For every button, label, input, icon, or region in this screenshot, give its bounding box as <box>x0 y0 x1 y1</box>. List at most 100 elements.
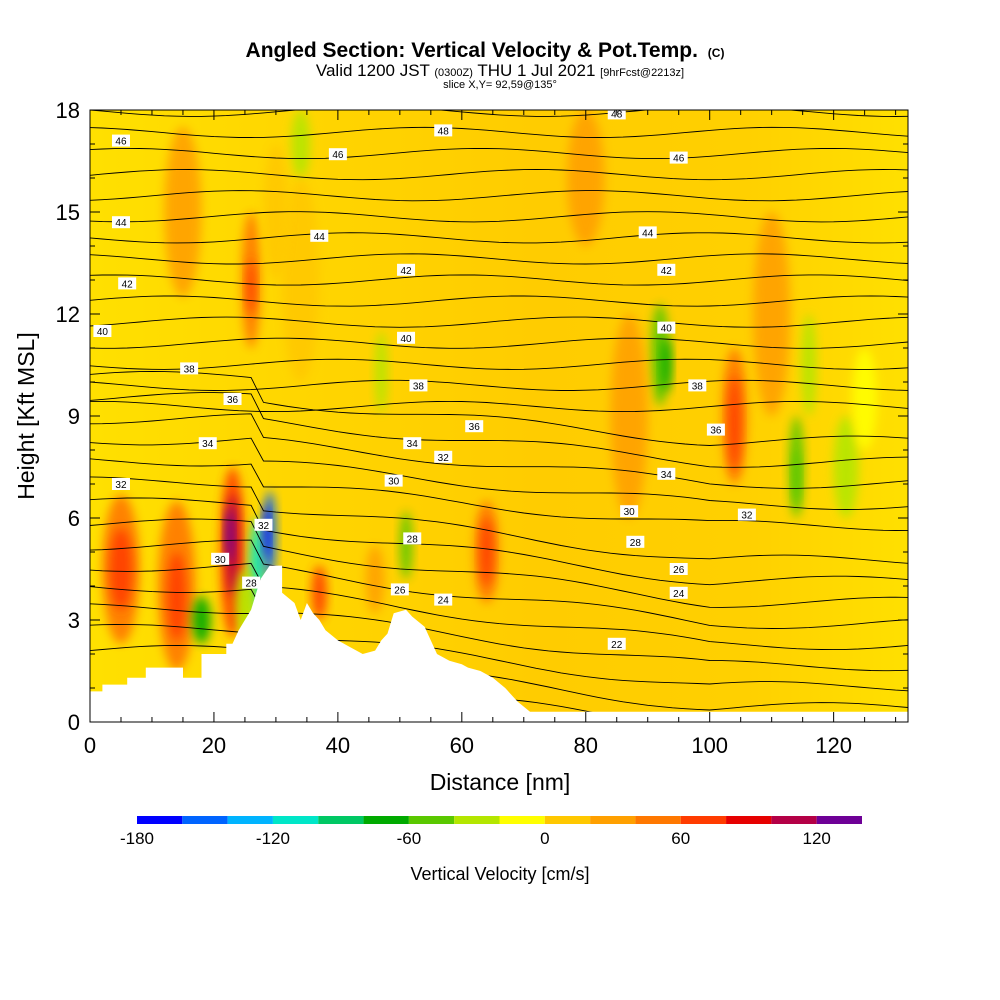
contour-label-bg <box>657 321 676 334</box>
colorbar-swatch <box>363 816 409 824</box>
terrain-mask <box>90 565 908 722</box>
theta-contour <box>90 392 908 468</box>
colorbar-swatch <box>771 816 817 824</box>
colorbar-swatch <box>182 816 228 824</box>
colorbar-swatch <box>408 816 455 824</box>
colorbar-swatch <box>680 816 727 824</box>
contour-label: 28 <box>626 535 645 549</box>
velocity-cell <box>728 375 741 471</box>
contour-label: 32 <box>254 518 273 532</box>
y-tick-label: 6 <box>68 506 80 531</box>
contour-label-bg <box>118 277 137 290</box>
velocity-cell <box>225 507 234 563</box>
colorbar-swatch <box>137 816 183 824</box>
contour-label-bg <box>390 583 409 596</box>
contour-label: 46 <box>111 134 130 148</box>
contour-label-text: 36 <box>710 426 722 437</box>
contour-label-bg <box>465 420 484 433</box>
theta-contour <box>90 110 908 117</box>
chart-subtitle: Valid 1200 JST (0300Z) THU 1 Jul 2021 [9… <box>316 61 684 80</box>
contour-label-text: 30 <box>624 507 636 518</box>
colorbar-swatch <box>272 816 319 824</box>
contour-label-text: 26 <box>673 565 685 576</box>
contour-label: 30 <box>211 552 230 566</box>
contour-label: 24 <box>434 593 453 607</box>
theta-contour <box>90 147 908 160</box>
contour-label-bg <box>93 325 112 337</box>
contour-label-bg <box>669 151 688 164</box>
colorbar-tick-label: 0 <box>540 829 549 848</box>
x-tick-label: 40 <box>326 733 350 758</box>
contour-label-text: 32 <box>258 521 270 532</box>
contour-label-bg <box>310 229 329 242</box>
contour-label: 24 <box>669 586 688 600</box>
contour-label-text: 32 <box>741 511 753 522</box>
colorbar-label: Vertical Velocity [cm/s] <box>410 864 589 884</box>
velocity-cell <box>282 178 320 382</box>
contour-label-bg <box>384 474 403 487</box>
contour-label: 46 <box>328 148 347 161</box>
contour-label-text: 24 <box>673 589 685 600</box>
contour-label-text: 32 <box>438 453 450 464</box>
velocity-cell <box>365 545 385 614</box>
y-tick-label: 15 <box>56 200 80 225</box>
contour-label: 42 <box>397 263 416 277</box>
contour-label-text: 48 <box>128 92 140 103</box>
contour-label-text: 24 <box>438 596 450 607</box>
contour-label: 26 <box>669 563 688 576</box>
theta-contour <box>90 400 908 413</box>
y-axis-label: Height [Kft MSL] <box>13 332 39 499</box>
contour-label: 34 <box>657 467 676 481</box>
contour-label-bg <box>688 379 707 392</box>
contour-label-text: 38 <box>184 364 196 375</box>
theta-contour <box>90 337 908 349</box>
chart-title: Angled Section: Vertical Velocity & Pot.… <box>246 39 725 62</box>
contour-label-text: 22 <box>611 640 623 651</box>
contour-label: 22 <box>607 637 626 651</box>
contour-label: 48 <box>434 124 453 137</box>
theta-contour <box>90 623 908 711</box>
colorbar-swatch <box>454 816 500 824</box>
contour-label: 34 <box>403 437 422 450</box>
contour-label-text: 28 <box>407 534 419 545</box>
velocity-cell <box>480 518 493 586</box>
theta-contour <box>90 413 908 489</box>
contour-label-bg <box>111 134 130 147</box>
contour-label: 40 <box>657 321 676 335</box>
theta-contour <box>90 93 908 95</box>
contour-label-text: 46 <box>115 137 127 148</box>
contour-label: 42 <box>118 277 137 290</box>
colorbar-tick-labels: -180 -120 -60 0 60 120 <box>120 829 831 848</box>
colorbar-tick-label: -60 <box>397 829 422 848</box>
contour-label-bg <box>669 563 688 575</box>
contour-label-bg <box>434 124 453 137</box>
contour-label-text: 34 <box>202 439 214 450</box>
velocity-cell <box>375 331 388 413</box>
y-tick-label: 0 <box>68 710 80 735</box>
theta-contour <box>90 539 908 629</box>
contour-label-text: 42 <box>400 266 412 277</box>
x-axis-label: Distance [nm] <box>430 769 571 795</box>
colorbar-swatch <box>635 816 681 824</box>
x-tick-label: 20 <box>202 733 226 758</box>
theta-contour <box>90 476 908 564</box>
contour-label: 42 <box>657 263 676 277</box>
contour-label-bg <box>223 393 242 405</box>
contour-label: 30 <box>620 505 639 518</box>
contour-label-bg <box>737 508 756 521</box>
velocity-cell <box>833 416 859 518</box>
colorbar-tick-label: -120 <box>256 829 290 848</box>
contour-label: 44 <box>310 229 329 243</box>
contour-label-text: 36 <box>227 395 239 406</box>
x-tick-label: 60 <box>450 733 474 758</box>
velocity-cell <box>399 511 413 580</box>
theta-contours <box>90 93 908 722</box>
theta-contour <box>90 295 908 307</box>
contour-label: 44 <box>638 226 657 239</box>
contour-labels: 48 48 48 48 46 46 46 44 44 44 42 42 42 40 40 40 38 38 38 36… <box>93 92 756 651</box>
y-tick-label: 18 <box>56 98 80 123</box>
contour-label: 28 <box>403 532 422 545</box>
contour-label-bg <box>626 535 645 548</box>
contour-label-text: 40 <box>400 334 412 345</box>
